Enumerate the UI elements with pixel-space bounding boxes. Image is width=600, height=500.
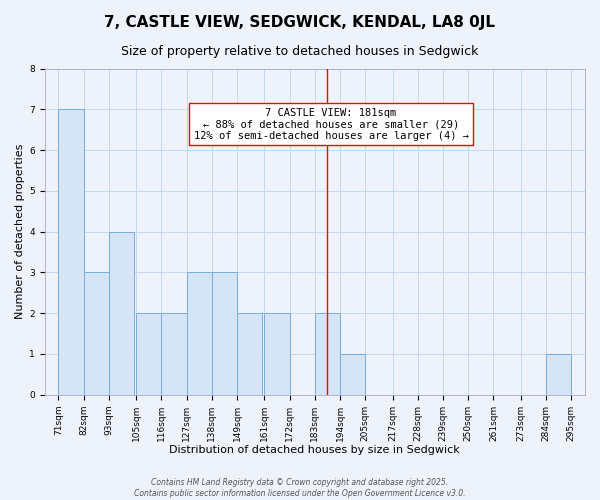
Bar	[315, 313, 340, 394]
Bar	[237, 313, 262, 394]
Text: Size of property relative to detached houses in Sedgwick: Size of property relative to detached ho…	[121, 45, 479, 58]
Bar	[136, 313, 161, 394]
Bar	[83, 272, 109, 394]
Bar	[187, 272, 212, 394]
Text: Contains HM Land Registry data © Crown copyright and database right 2025.
Contai: Contains HM Land Registry data © Crown c…	[134, 478, 466, 498]
Bar	[109, 232, 134, 394]
X-axis label: Distribution of detached houses by size in Sedgwick: Distribution of detached houses by size …	[169, 445, 460, 455]
Bar	[161, 313, 187, 394]
Text: 7 CASTLE VIEW: 181sqm
← 88% of detached houses are smaller (29)
12% of semi-deta: 7 CASTLE VIEW: 181sqm ← 88% of detached …	[194, 108, 469, 141]
Y-axis label: Number of detached properties: Number of detached properties	[15, 144, 25, 320]
Bar	[546, 354, 571, 395]
Bar	[58, 110, 83, 395]
Bar	[265, 313, 290, 394]
Bar	[340, 354, 365, 395]
Bar	[212, 272, 237, 394]
Text: 7, CASTLE VIEW, SEDGWICK, KENDAL, LA8 0JL: 7, CASTLE VIEW, SEDGWICK, KENDAL, LA8 0J…	[104, 15, 496, 30]
